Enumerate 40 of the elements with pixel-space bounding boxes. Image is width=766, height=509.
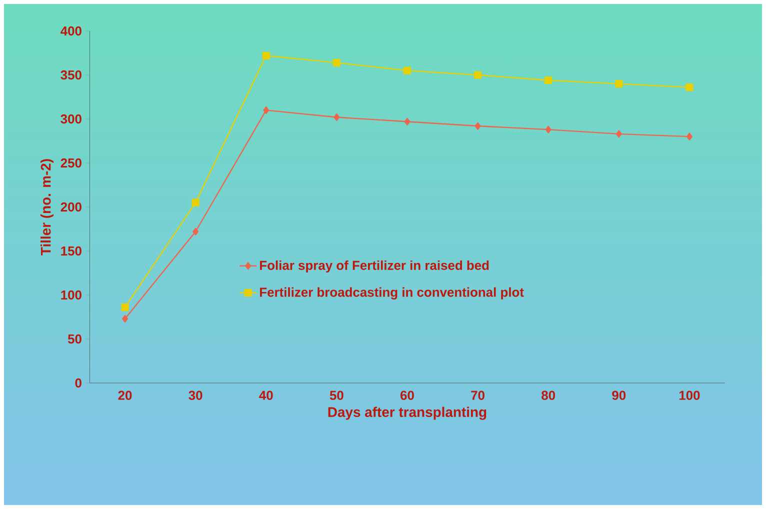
point — [122, 314, 128, 323]
point — [616, 130, 622, 138]
legend-label: Fertilizer broadcasting in conventional plot — [260, 287, 524, 300]
y-tick-label: 150 — [61, 246, 82, 256]
x-tick-label: 100 — [679, 390, 700, 400]
point — [403, 66, 412, 74]
y-tick-label: 50 — [68, 334, 82, 344]
y-axis-title: Tiller (no. m-2) — [40, 159, 54, 256]
point — [334, 113, 340, 122]
x-tick-label: 50 — [330, 390, 344, 400]
point — [474, 122, 481, 130]
point — [686, 84, 694, 92]
point — [686, 132, 692, 140]
x-tick-label: 60 — [400, 390, 414, 400]
point — [192, 198, 200, 206]
y-tick-label: 250 — [60, 158, 82, 168]
point — [332, 58, 340, 66]
point — [545, 126, 552, 134]
x-tick-label: 30 — [188, 390, 202, 400]
point — [192, 228, 199, 236]
x-tick-label: 70 — [471, 390, 484, 400]
legend-label: Foliar spray of Fertilizer in raised bed — [260, 260, 489, 273]
point — [263, 106, 270, 114]
point — [615, 80, 623, 88]
x-tick-label: 90 — [612, 390, 626, 400]
y-tick-label: 350 — [60, 70, 82, 80]
point — [121, 304, 129, 312]
point — [474, 71, 482, 79]
x-tick-label: 80 — [542, 390, 556, 400]
y-tick-label: 400 — [60, 26, 82, 36]
y-tick-label: 0 — [75, 378, 82, 388]
y-tick-label: 200 — [60, 202, 82, 212]
y-tick-label: 100 — [61, 290, 82, 300]
x-tick-label: 20 — [118, 390, 132, 400]
point — [404, 118, 410, 126]
point — [544, 76, 552, 84]
y-tick-label: 300 — [60, 114, 82, 124]
point — [262, 52, 270, 60]
x-axis-title: Days after transplanting — [328, 406, 486, 420]
x-tick-label: 40 — [259, 390, 273, 400]
